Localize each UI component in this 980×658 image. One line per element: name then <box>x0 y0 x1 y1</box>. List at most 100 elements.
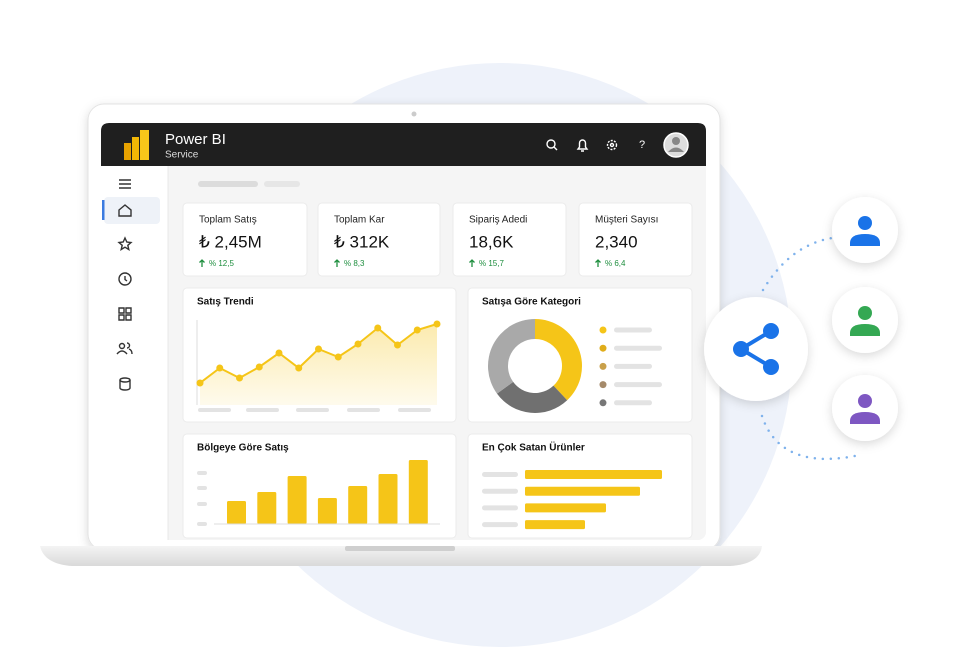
bar <box>257 492 277 524</box>
axis-label-placeholder <box>296 408 329 412</box>
camera <box>411 111 417 117</box>
trend-point <box>374 324 382 332</box>
logo <box>124 143 131 160</box>
kpi-value: 2,340 <box>595 232 638 251</box>
card <box>467 433 693 539</box>
legend-dot <box>599 344 607 352</box>
card <box>578 202 693 277</box>
trend-point <box>394 341 401 349</box>
share-button[interactable] <box>704 297 808 401</box>
bar <box>348 486 368 524</box>
nav-icons <box>102 179 160 391</box>
axis-label-placeholder <box>197 486 207 490</box>
bar <box>227 501 246 524</box>
help-icon[interactable]: ? <box>639 139 645 151</box>
up-arrow <box>199 259 205 267</box>
axis-label-placeholder <box>197 522 207 526</box>
kpi-label: Toplam Satış <box>199 215 257 226</box>
legend-dot <box>599 381 607 389</box>
kpi-label: Toplam Kar <box>334 215 385 226</box>
panel-title: En Çok Satan Ürünler <box>482 441 585 454</box>
kpi-change: % 15,7 <box>479 259 504 268</box>
trend-point <box>236 374 243 382</box>
panel-title: Bölgeye Göre Satış <box>197 443 289 454</box>
user-head <box>858 306 872 320</box>
legend-dot <box>599 399 607 407</box>
card <box>182 202 308 277</box>
user-head <box>858 394 872 408</box>
axis-label-placeholder <box>246 408 279 412</box>
app-title: Power BI <box>165 131 226 148</box>
label-placeholder <box>482 522 518 528</box>
legend-placeholder <box>614 400 652 406</box>
logo <box>140 130 149 160</box>
trend-point <box>354 340 362 348</box>
breadcrumb <box>264 181 300 187</box>
kpi-value: 18,6K <box>469 232 514 251</box>
kpi-label: Sipariş Adedi <box>469 215 527 226</box>
axis-label-placeholder <box>197 502 207 506</box>
people-icon[interactable] <box>118 342 126 350</box>
settings-icon[interactable] <box>606 139 618 151</box>
bell-icon[interactable] <box>576 139 589 152</box>
trend-point <box>413 326 421 334</box>
kpi-change: % 6,4 <box>605 259 626 268</box>
trend-point <box>433 320 441 328</box>
donut-segment <box>496 381 568 413</box>
card <box>317 202 441 277</box>
trend-point <box>255 363 263 371</box>
sidebar <box>101 166 168 540</box>
search-icon[interactable] <box>546 139 556 149</box>
up-arrow <box>469 259 475 267</box>
kpi-value: ₺ 312K <box>334 232 390 251</box>
label-placeholder <box>482 472 518 477</box>
menu-icon[interactable] <box>119 179 131 189</box>
laptop-base <box>40 546 762 566</box>
recent-icon[interactable] <box>118 272 132 286</box>
star-icon[interactable] <box>117 236 133 251</box>
legend-placeholder <box>614 382 662 388</box>
share-node <box>733 341 749 357</box>
hbar <box>525 486 640 496</box>
label-placeholder <box>482 505 518 511</box>
donut-segment <box>535 319 582 401</box>
top-icons <box>546 139 618 152</box>
axis-label-placeholder <box>198 408 231 412</box>
area <box>200 324 437 405</box>
hbar <box>525 470 662 479</box>
trend-point <box>196 379 204 387</box>
hbar <box>525 520 585 530</box>
connector <box>760 414 857 461</box>
legend-placeholder <box>614 327 652 333</box>
panel-title: Satışa Göre Kategori <box>482 297 581 308</box>
trend-point <box>275 349 283 357</box>
connector <box>761 236 834 292</box>
bar <box>378 474 398 524</box>
legend-dot <box>599 362 607 370</box>
donut-segment <box>487 319 535 394</box>
user-body <box>850 412 880 424</box>
trend-point <box>315 345 322 353</box>
logo <box>132 137 139 160</box>
up-arrow <box>334 259 340 267</box>
top-bar <box>101 123 706 166</box>
bar <box>408 460 428 524</box>
user-body <box>850 324 880 336</box>
label-placeholder <box>482 488 518 494</box>
axis-label-placeholder <box>347 408 380 412</box>
home-icon[interactable] <box>118 204 132 217</box>
trend-point <box>216 364 224 372</box>
legend-placeholder <box>614 363 652 369</box>
panel-title: Satış Trendi <box>197 297 254 308</box>
kpi-change: % 12,5 <box>209 259 234 268</box>
kpi-label: Müşteri Sayısı <box>595 215 658 226</box>
card <box>452 202 567 277</box>
breadcrumb <box>198 181 258 187</box>
kpi-value: ₺ 2,45M <box>199 232 262 251</box>
share-node <box>763 323 779 339</box>
apps-icon[interactable] <box>118 307 132 321</box>
app-subtitle: Service <box>165 150 199 161</box>
user-head <box>858 216 872 230</box>
trend-point <box>334 353 342 361</box>
